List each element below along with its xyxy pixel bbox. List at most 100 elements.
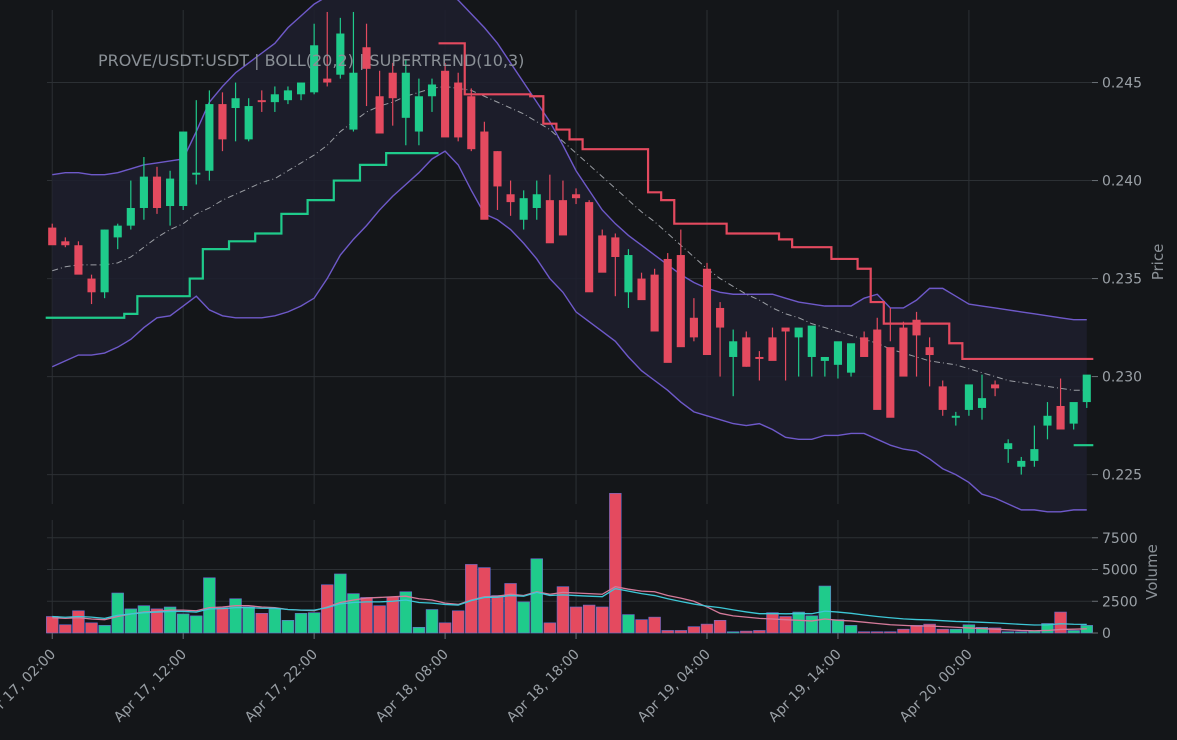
volume-bar — [1028, 630, 1041, 634]
candle-body — [310, 45, 319, 93]
volume-bar — [1001, 631, 1015, 634]
volume-bar — [360, 597, 373, 634]
volume-bar — [648, 616, 661, 634]
candle-body — [427, 84, 437, 97]
chart-title: PROVE/USDT:USDT | BOLL(20,2) | SUPERTREN… — [98, 51, 524, 70]
candle-body — [506, 194, 515, 203]
volume-bar — [792, 611, 805, 634]
candle-body — [558, 200, 568, 236]
volume-bar — [216, 607, 229, 634]
candle-body — [87, 278, 96, 293]
volume-bar — [425, 609, 439, 634]
volume-bar — [242, 606, 255, 634]
volume-bar — [294, 613, 308, 634]
volume-bar — [805, 615, 818, 634]
candle-body — [218, 104, 227, 140]
volume-bar — [543, 622, 557, 634]
candle-body — [205, 104, 214, 171]
candle-body — [676, 255, 685, 348]
candle-body — [702, 268, 712, 356]
volume-panel: 0 2500 5000 7500 — [46, 493, 1138, 642]
price-axis-title: Price — [1149, 244, 1167, 281]
volume-bar — [1054, 611, 1067, 634]
candle-body — [755, 356, 764, 359]
price-tick-label: 0.240 — [1102, 174, 1142, 190]
volume-bars — [46, 493, 1093, 634]
candle-body — [152, 176, 162, 208]
bollinger-lower-line — [51, 150, 1087, 513]
candle-body — [925, 347, 934, 356]
candle-body — [1004, 443, 1013, 450]
volume-bar — [137, 605, 151, 634]
volume-bar — [635, 619, 648, 634]
price-tick-label: 0.225 — [1102, 468, 1142, 484]
volume-bar — [281, 620, 295, 634]
volume-bar — [229, 598, 242, 634]
volume-bar — [569, 606, 583, 634]
volume-tick-label: 5000 — [1102, 563, 1138, 579]
candle-body — [1082, 374, 1091, 403]
volume-bar — [59, 624, 72, 634]
candle-body — [650, 274, 659, 332]
candle-body — [977, 398, 987, 408]
price-tick-label: 0.245 — [1102, 76, 1142, 92]
candle-body — [192, 172, 201, 175]
volume-bar — [150, 608, 164, 634]
candle-body — [585, 202, 594, 293]
volume-bar — [176, 613, 190, 634]
candle-body — [375, 96, 384, 134]
candle-body — [126, 207, 135, 226]
volume-bar — [949, 628, 963, 634]
bollinger-bands — [51, 0, 1087, 513]
volume-bar — [622, 614, 635, 634]
volume-bar — [163, 606, 177, 634]
bollinger-fill — [52, 0, 1087, 512]
volume-bar — [844, 625, 858, 634]
volume-bar — [98, 625, 111, 634]
volume-bar — [923, 623, 936, 634]
candle-body — [74, 245, 83, 275]
candle-body — [532, 194, 541, 208]
volume-bar — [203, 577, 216, 634]
volume-axis-title: Volume — [1143, 544, 1161, 600]
volume-bar — [190, 615, 203, 634]
candle-body — [781, 327, 790, 332]
volume-bar — [307, 612, 321, 634]
volume-bar — [1041, 623, 1054, 634]
volume-bar — [530, 558, 543, 634]
candle-body — [729, 341, 738, 357]
candle-body — [624, 255, 633, 293]
volume-tick-label: 0 — [1102, 626, 1111, 642]
candle-body — [860, 337, 869, 357]
candle-body — [663, 258, 672, 363]
candle-body — [742, 337, 751, 367]
volume-bar — [412, 626, 426, 634]
candle-body — [231, 98, 240, 109]
candle-body — [1069, 402, 1078, 424]
candle-body — [833, 341, 843, 365]
volume-bar — [818, 585, 832, 634]
candle-body — [689, 317, 698, 338]
candle-body — [545, 200, 554, 244]
candle-body — [100, 229, 109, 293]
volume-bar — [596, 606, 609, 634]
volume-averages — [52, 585, 1087, 632]
candle-body — [716, 307, 725, 328]
volume-bar — [713, 620, 727, 634]
volume-bar — [478, 567, 491, 634]
supertrend-lines — [45, 42, 1094, 447]
volume-bar — [871, 631, 884, 634]
candle-body — [283, 90, 293, 101]
volume-bar — [609, 493, 622, 634]
candle-body — [964, 384, 973, 410]
candle-body — [1056, 405, 1065, 430]
volume-bar — [556, 586, 570, 634]
candle-body — [873, 329, 882, 410]
volume-tick-label: 7500 — [1102, 531, 1138, 547]
candle-body — [467, 96, 476, 150]
volume-bar — [897, 628, 910, 634]
candle-body — [414, 96, 423, 132]
candle-body — [951, 415, 960, 418]
volume-bar — [884, 631, 897, 634]
volume-bar — [255, 613, 268, 634]
